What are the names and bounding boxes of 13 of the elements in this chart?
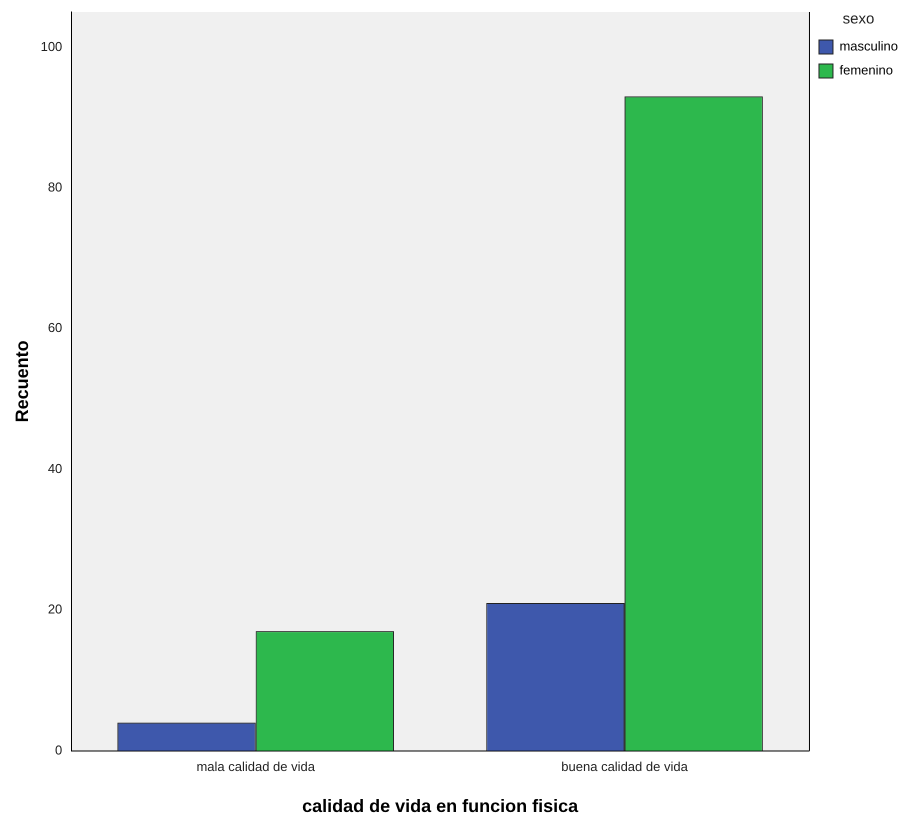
y-tick-label: 100 <box>40 38 62 54</box>
legend-label: femenino <box>839 62 893 78</box>
y-tick-label: 0 <box>55 742 62 758</box>
legend-title: sexo <box>842 10 874 28</box>
legend-label: masculino <box>839 38 898 54</box>
y-tick-label: 40 <box>48 460 62 476</box>
x-tick-label: mala calidad de vida <box>196 759 316 774</box>
y-tick-label: 80 <box>48 179 62 194</box>
y-tick-label: 60 <box>48 320 62 336</box>
x-tick-label: buena calidad de vida <box>561 759 689 774</box>
y-tick-label: 20 <box>48 602 62 617</box>
y-axis-title: Recuento <box>12 340 32 422</box>
x-axis-title: calidad de vida en funcion fisica <box>302 796 580 816</box>
